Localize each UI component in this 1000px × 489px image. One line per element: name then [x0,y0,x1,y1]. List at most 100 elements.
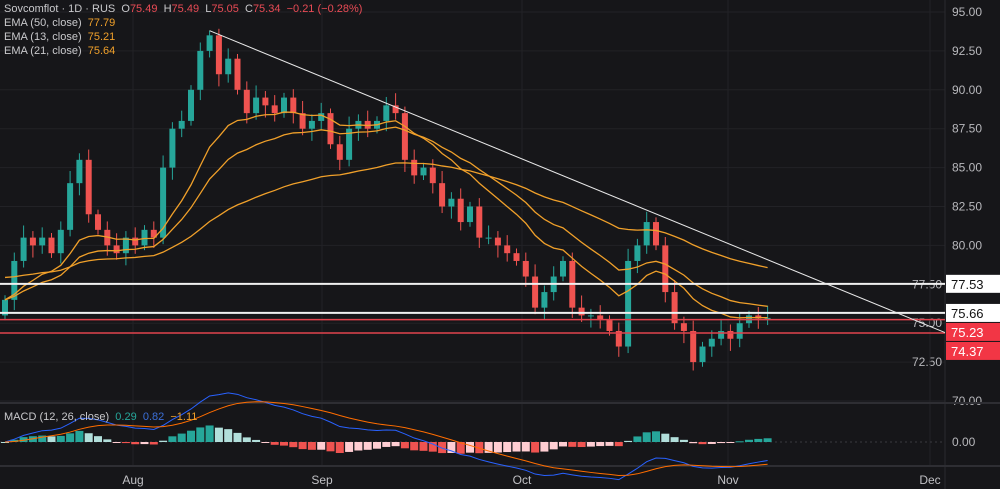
candle-body [383,105,390,121]
candle-body [39,237,46,246]
macd-histogram-bar [577,442,586,448]
macd-histogram-bar [549,442,558,450]
candle-body [262,97,269,106]
macd-histogram-bar [689,442,698,444]
macd-histogram-bar [419,442,428,451]
candle-body [160,167,167,238]
candle-body [615,330,622,347]
high-label: H [163,3,172,15]
macd-histogram-bar [1,442,9,443]
ema13-value: 75.21 [87,31,116,43]
candle-body [699,346,706,363]
macd-histogram-bar [605,442,614,446]
ema21-legend[interactable]: EMA (21, close) 75.64 [4,45,115,58]
symbol-legend: Sovcomflot · 1D · RUS O75.49 H75.49 L75.… [4,3,362,16]
candle-body [2,299,8,316]
macd-histogram-bar [214,427,223,442]
macd-label: MACD (12, 26, close) [4,411,110,423]
symbol-title: Sovcomflot · 1D · RUS [4,3,116,15]
price-label-badge [946,341,1000,360]
candle-body [234,58,241,90]
candle-body [197,50,204,90]
macd-histogram-bar [280,442,288,446]
macd-histogram-bar [438,442,447,454]
candle-body [439,183,446,207]
y-tick-label: 70.00 [952,394,982,408]
macd-histogram-bar [345,442,354,452]
macd-histogram-bar [363,442,372,450]
macd-signal-value: 0.82 [142,411,165,423]
ema50-legend[interactable]: EMA (50, close) 77.79 [4,17,115,30]
x-tick-label: Sep [311,473,333,487]
candle-body [336,144,343,160]
candle-body [67,183,74,230]
candle-body [662,245,669,293]
macd-histogram-bar [475,442,484,454]
macd-histogram-bar [707,442,716,444]
y-tick-label: 95.00 [952,5,982,19]
macd-histogram-bar [177,433,186,442]
candle-body [634,245,641,261]
macd-histogram-bar [735,441,744,443]
x-tick-label: Nov [717,473,738,487]
candle-body [113,245,120,254]
open-value: 75.49 [129,3,158,15]
macd-histogram-bar [307,442,316,450]
price-label-badge [946,274,1000,293]
macd-histogram-bar [261,442,270,443]
macd-histogram-bar [354,442,363,451]
macd-histogram-bar [531,442,540,453]
macd-histogram-bar [298,442,307,450]
candle-body [132,237,139,246]
candle-body [318,113,325,121]
candle-body [504,245,511,254]
macd-histogram-bar [698,442,707,445]
macd-histogram-bar [66,433,75,442]
y-tick-label: 92.50 [952,44,982,58]
candle-body [727,330,734,339]
ema13-legend[interactable]: EMA (13, close) 75.21 [4,31,115,44]
candle-body [411,159,418,176]
candle-body [346,128,353,160]
candle-body [690,330,697,363]
candle-body [476,206,483,238]
macd-histogram-bar [252,439,261,442]
macd-histogram-bar [642,432,651,442]
candle-body [271,105,278,114]
close-label: C [244,3,253,15]
ema21-label: EMA (21, close) [4,45,82,57]
candle-body [467,206,473,223]
macd-histogram-bar [670,437,679,442]
macd-legend[interactable]: MACD (12, 26, close) 0.29 0.82 −1.11 [4,411,197,424]
y-tick-label: 75.00 [912,316,942,330]
y-tick-label: 80.00 [952,238,982,252]
candle-body [150,229,157,238]
candle-body [718,330,725,339]
candle-body [122,237,129,254]
candle-body [281,97,287,114]
candle-body [29,237,36,246]
candle-body [429,167,436,184]
macd-histogram-bar [159,440,168,442]
y-tick-label: 82.50 [952,200,982,214]
macd-histogram-bar [242,437,251,442]
macd-histogram-bar [140,442,149,445]
high-value: 75.49 [171,3,200,15]
candle-body [671,292,678,324]
macd-histogram-bar [19,437,28,442]
candle-body [457,198,464,223]
candle-body [485,237,492,239]
macd-value: 0.29 [115,411,137,423]
y-tick-label: 85.00 [952,161,982,175]
ema-13-line [4,111,768,319]
x-tick-label: Oct [513,473,532,487]
candle-body [392,105,399,114]
candle-body [448,198,455,207]
macd-histogram-bar [196,427,205,442]
macd-histogram-bar [717,442,726,444]
macd-histogram-bar [131,442,140,445]
macd-histogram-bar [326,442,335,452]
candle-body [532,276,539,308]
